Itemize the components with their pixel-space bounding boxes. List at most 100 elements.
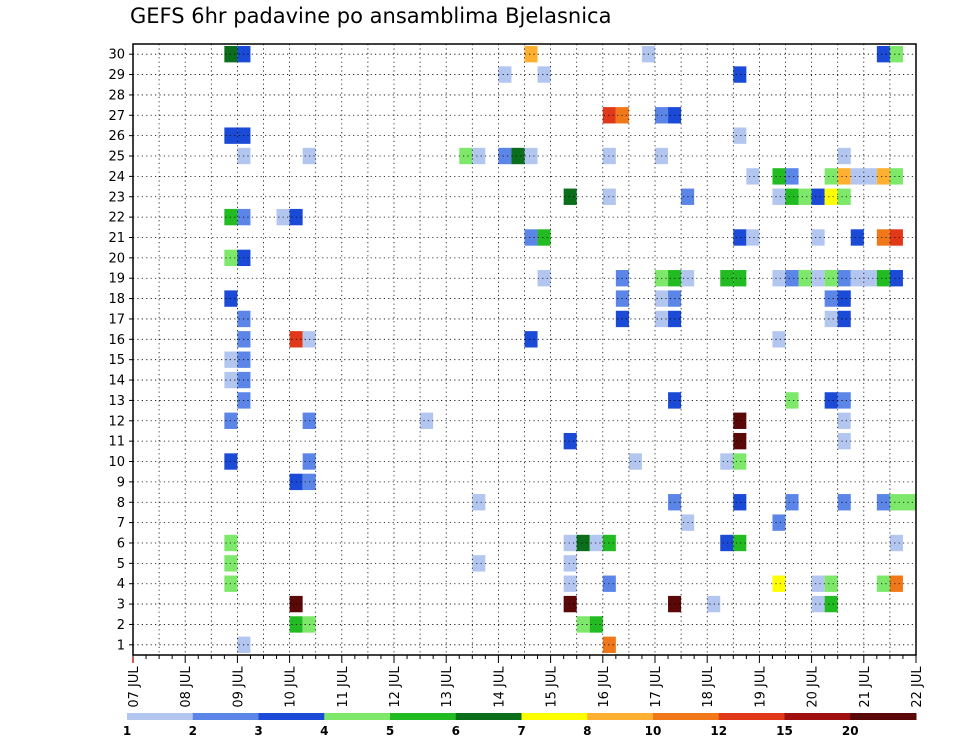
y-tick-label: 16 — [108, 333, 125, 348]
precip-cell — [785, 270, 799, 287]
precip-cell — [563, 188, 577, 205]
precip-cell — [498, 147, 512, 165]
precip-cell — [772, 188, 786, 205]
y-tick-label: 28 — [108, 88, 125, 103]
precip-cell — [563, 534, 577, 552]
y-tick-label: 10 — [108, 455, 125, 470]
precip-cell — [798, 270, 812, 287]
y-tick-label: 27 — [108, 109, 125, 124]
precip-cell — [837, 392, 851, 409]
precip-cell — [772, 270, 786, 287]
colorbar-label: 20 — [842, 724, 859, 738]
precip-cell — [876, 575, 890, 592]
precip-cell — [876, 494, 890, 511]
precip-cell — [733, 127, 747, 144]
precip-cell — [772, 168, 786, 185]
precip-cell — [563, 595, 577, 613]
x-tick-label: 11 JUL — [336, 666, 351, 708]
precip-cell — [902, 494, 916, 511]
colorbar-swatch — [653, 713, 720, 720]
precip-cell — [889, 575, 903, 592]
y-tick-label: 14 — [108, 374, 125, 389]
y-tick-label: 4 — [117, 577, 125, 592]
x-tick-label: 12 JUL — [388, 666, 403, 708]
precip-cell — [837, 147, 851, 165]
colorbar-label: 4 — [320, 724, 328, 738]
precip-cell — [876, 168, 890, 185]
x-tick-label: 15 JUL — [545, 666, 560, 708]
precip-cell — [589, 534, 603, 552]
precip-cell — [811, 188, 825, 205]
x-tick-label: 09 JUL — [231, 666, 246, 708]
precip-cell — [824, 595, 838, 613]
precip-cell — [824, 168, 838, 185]
precip-cell — [733, 494, 747, 511]
precip-cell — [733, 229, 747, 246]
y-tick-label: 6 — [117, 536, 125, 551]
precip-cell — [863, 168, 877, 185]
precip-cell — [563, 432, 577, 450]
precip-cell — [837, 270, 851, 287]
y-tick-label: 20 — [108, 251, 125, 266]
precip-cell — [889, 534, 903, 552]
y-tick-label: 19 — [108, 272, 125, 287]
colorbar-swatch — [850, 713, 917, 720]
precip-cell — [537, 66, 551, 83]
precip-cell — [733, 453, 747, 470]
precip-cell — [824, 270, 838, 287]
precip-cell — [772, 575, 786, 592]
precip-cell — [733, 270, 747, 287]
precip-cell — [889, 46, 903, 63]
y-tick-label: 18 — [108, 292, 125, 307]
colorbar-label: 12 — [710, 724, 727, 738]
precip-cell — [876, 46, 890, 63]
colorbar-swatch — [521, 713, 588, 720]
precip-cell — [850, 270, 864, 287]
grid-layer — [133, 44, 916, 655]
x-tick-label: 14 JUL — [492, 666, 507, 708]
colorbar-label: 3 — [254, 724, 262, 738]
precip-cell — [850, 168, 864, 185]
y-tick-label: 12 — [108, 414, 125, 429]
colorbar-swatch — [784, 713, 851, 720]
colorbar-swatch — [718, 713, 785, 720]
precip-cell — [837, 494, 851, 511]
colorbar-swatch — [258, 713, 325, 720]
precip-cell — [811, 270, 825, 287]
precip-cell — [472, 555, 486, 572]
x-tick-label: 21 JUL — [858, 666, 873, 708]
x-tick-label: 19 JUL — [753, 666, 768, 708]
y-tick-label: 22 — [108, 211, 125, 226]
precip-cell — [785, 168, 799, 185]
colorbar-label: 8 — [583, 724, 591, 738]
precip-cell — [876, 229, 890, 246]
precip-cell — [889, 270, 903, 287]
precip-cell — [733, 534, 747, 552]
precip-cell — [733, 66, 747, 83]
y-tick-label: 21 — [108, 231, 125, 246]
precip-cell — [589, 616, 603, 633]
precip-cell — [811, 575, 825, 592]
precip-cell — [785, 392, 799, 409]
y-tick-label: 9 — [117, 475, 125, 490]
colorbar-swatch — [192, 713, 259, 720]
colorbar-label: 10 — [645, 724, 662, 738]
precip-cell — [524, 331, 538, 348]
colorbar-swatch — [587, 713, 654, 720]
precip-cell — [824, 575, 838, 592]
cells-layer — [224, 46, 916, 653]
precip-cell — [563, 555, 577, 572]
precip-cell — [563, 575, 577, 592]
precip-cell — [850, 229, 864, 246]
colorbar-label: 15 — [776, 724, 793, 738]
precip-cell — [863, 270, 877, 287]
precip-cell — [459, 147, 473, 165]
y-tick-label: 2 — [117, 618, 125, 633]
y-tick-label: 1 — [117, 638, 125, 653]
y-tick-label: 23 — [108, 190, 125, 205]
y-tick-label: 8 — [117, 496, 125, 511]
colorbar-swatch — [390, 713, 457, 720]
colorbar-label: 6 — [452, 724, 460, 738]
precip-cell — [889, 494, 903, 511]
